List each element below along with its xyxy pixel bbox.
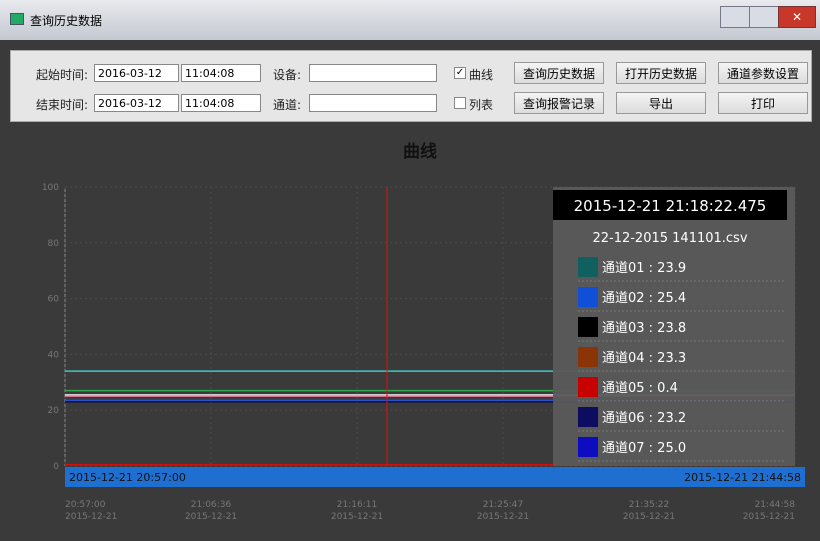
minimize-button[interactable] [720,6,750,28]
channel-select[interactable] [309,94,437,112]
end-label: 结束时间: [36,98,89,112]
legend-swatch [578,377,598,397]
x-tick-label: 2015-12-21 [623,512,675,522]
x-tick-label: 2015-12-21 [477,512,529,522]
legend-label: 通道07 : 25.0 [602,441,686,456]
y-tick-label: 100 [42,183,59,193]
start-time[interactable]: 11:04:08 [181,64,261,82]
legend-swatch [578,437,598,457]
y-tick-label: 60 [48,295,60,305]
device-select[interactable] [309,64,437,82]
legend-swatch [578,317,598,337]
button[interactable]: 打开历史数据 [616,62,706,84]
button[interactable]: 打印 [718,92,808,114]
chart-title: 曲线 [403,141,437,162]
x-tick-label: 20:57:00 [65,500,106,510]
x-tick-label: 21:35:22 [629,500,669,510]
x-tick-label: 2015-12-21 [331,512,383,522]
x-end-label: 2015-12-21 21:44:58 [684,471,801,484]
legend-label: 通道04 : 23.3 [602,351,686,366]
legend-swatch [578,347,598,367]
x-tick-label: 21:44:58 [755,500,796,510]
legend-swatch [578,407,598,427]
legend-label: 通道01 : 23.9 [602,261,686,276]
curve-checkbox[interactable]: ✓ [454,67,466,79]
legend-swatch [578,257,598,277]
y-tick-label: 80 [48,239,60,249]
button[interactable]: 查询历史数据 [514,62,604,84]
list-checkbox[interactable] [454,97,466,109]
button[interactable]: 导出 [616,92,706,114]
title-bar: 查询历史数据 ✕ [0,0,820,40]
legend-label: 通道03 : 23.8 [602,321,686,336]
start-date[interactable]: 2016-03-12 [94,64,179,82]
time-bar [65,467,805,487]
x-tick-label: 21:16:11 [337,500,377,510]
device-label: 设备: [273,68,302,82]
list-label: 列表 [469,98,494,112]
x-tick-label: 2015-12-21 [65,512,117,522]
close-button[interactable]: ✕ [778,6,816,28]
legend-swatch [578,287,598,307]
tooltip-header [553,190,787,220]
button[interactable]: 查询报警记录 [514,92,604,114]
y-tick-label: 0 [53,462,59,472]
toolbar: 起始时间: 2016-03-12 11:04:08 结束时间: 2016-03-… [10,50,812,122]
app-icon [10,13,24,25]
button[interactable]: 通道参数设置 [718,62,808,84]
y-tick-label: 20 [48,406,60,416]
x-tick-label: 2015-12-21 [185,512,237,522]
legend-label: 通道06 : 23.2 [602,411,686,426]
legend-label: 通道02 : 25.4 [602,291,686,306]
chart: 曲线 0 20 40 60 80 100 20:57:00 2015-12-21 21:06:3… [42,141,805,522]
x-start-label: 2015-12-21 20:57:00 [69,471,186,484]
x-tick-label: 21:25:47 [483,500,523,510]
x-tick-label: 2015-12-21 [743,512,795,522]
start-label: 起始时间: [36,68,89,82]
tooltip-time: 2015-12-21 21:18:22.475 [574,197,767,215]
legend-label: 通道05 : 0.4 [602,381,678,396]
tooltip-file: 22-12-2015 141101.csv [592,231,747,246]
maximize-button[interactable] [749,6,779,28]
end-time[interactable]: 11:04:08 [181,94,261,112]
channel-label: 通道: [273,98,302,112]
curve-label: 曲线 [469,68,494,82]
window-title: 查询历史数据 [30,14,103,28]
end-date[interactable]: 2016-03-12 [94,94,179,112]
y-tick-label: 40 [48,350,60,360]
x-tick-label: 21:06:36 [191,500,232,510]
